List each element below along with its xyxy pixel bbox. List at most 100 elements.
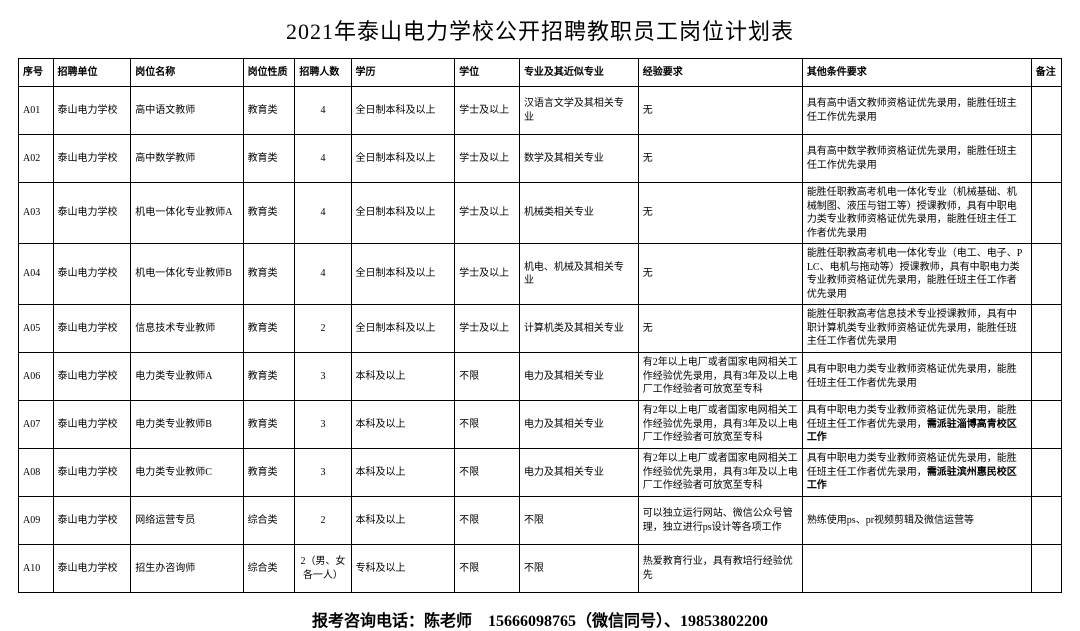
col-header: 学历 — [351, 59, 455, 87]
table-cell — [1031, 244, 1061, 305]
table-row: A04泰山电力学校机电一体化专业教师B教育类4全日制本科及以上学士及以上机电、机… — [19, 244, 1062, 305]
recruitment-table: 序号招聘单位岗位名称岗位性质招聘人数学历学位专业及其近似专业经验要求其他条件要求… — [18, 58, 1062, 593]
table-row: A02泰山电力学校高中数学教师教育类4全日制本科及以上学士及以上数学及其相关专业… — [19, 135, 1062, 183]
table-cell: 有2年以上电厂或者国家电网相关工作经验优先录用，具有3年及以上电厂工作经验者可放… — [638, 353, 802, 401]
table-cell: 教育类 — [243, 353, 295, 401]
table-cell — [1031, 497, 1061, 545]
table-cell: 无 — [638, 305, 802, 353]
table-cell: 泰山电力学校 — [53, 401, 131, 449]
table-cell: 学士及以上 — [455, 244, 520, 305]
table-row: A10泰山电力学校招生办咨询师综合类2（男、女各一人）专科及以上不限不限热爱教育… — [19, 545, 1062, 593]
table-cell — [1031, 449, 1061, 497]
table-cell: 泰山电力学校 — [53, 353, 131, 401]
table-cell: 招生办咨询师 — [131, 545, 243, 593]
col-header: 经验要求 — [638, 59, 802, 87]
table-cell: 不限 — [455, 401, 520, 449]
col-header: 招聘单位 — [53, 59, 131, 87]
table-cell: 信息技术专业教师 — [131, 305, 243, 353]
page-title: 2021年泰山电力学校公开招聘教职员工岗位计划表 — [18, 14, 1062, 46]
table-row: A06泰山电力学校电力类专业教师A教育类3本科及以上不限电力及其相关专业有2年以… — [19, 353, 1062, 401]
table-cell: 能胜任职教高考机电一体化专业（机械基础、机械制图、液压与钳工等）授课教师，具有中… — [802, 183, 1031, 244]
table-cell: 泰山电力学校 — [53, 244, 131, 305]
table-cell: 熟练使用ps、pr视频剪辑及微信运营等 — [802, 497, 1031, 545]
table-cell: 机电、机械及其相关专业 — [519, 244, 638, 305]
table-row: A07泰山电力学校电力类专业教师B教育类3本科及以上不限电力及其相关专业有2年以… — [19, 401, 1062, 449]
table-cell: 本科及以上 — [351, 353, 455, 401]
table-cell: 教育类 — [243, 305, 295, 353]
table-cell: 无 — [638, 244, 802, 305]
table-cell: 不限 — [455, 449, 520, 497]
table-row: A08泰山电力学校电力类专业教师C教育类3本科及以上不限电力及其相关专业有2年以… — [19, 449, 1062, 497]
table-cell: 专科及以上 — [351, 545, 455, 593]
table-cell: A07 — [19, 401, 54, 449]
table-cell: 泰山电力学校 — [53, 545, 131, 593]
table-cell — [1031, 401, 1061, 449]
table-cell: A10 — [19, 545, 54, 593]
table-cell: A03 — [19, 183, 54, 244]
table-cell: 学士及以上 — [455, 87, 520, 135]
contact-footer: 报考咨询电话：陈老师 15666098765（微信同号）、19853802200 — [18, 607, 1062, 631]
table-cell: 综合类 — [243, 497, 295, 545]
table-cell: 4 — [295, 87, 351, 135]
table-cell — [1031, 353, 1061, 401]
table-cell: 汉语言文学及其相关专业 — [519, 87, 638, 135]
table-cell: 教育类 — [243, 449, 295, 497]
table-cell: 教育类 — [243, 244, 295, 305]
table-cell: A06 — [19, 353, 54, 401]
table-cell: A04 — [19, 244, 54, 305]
table-cell — [1031, 183, 1061, 244]
table-cell: 机械类相关专业 — [519, 183, 638, 244]
table-cell: 2 — [295, 497, 351, 545]
table-cell: 4 — [295, 183, 351, 244]
table-cell: 3 — [295, 449, 351, 497]
table-cell: 具有高中语文教师资格证优先录用，能胜任班主任工作优先录用 — [802, 87, 1031, 135]
table-cell: 全日制本科及以上 — [351, 305, 455, 353]
table-cell: 无 — [638, 135, 802, 183]
table-cell: 本科及以上 — [351, 401, 455, 449]
table-cell: 电力及其相关专业 — [519, 401, 638, 449]
table-row: A05泰山电力学校信息技术专业教师教育类2全日制本科及以上学士及以上计算机类及其… — [19, 305, 1062, 353]
table-cell: 网络运营专员 — [131, 497, 243, 545]
table-cell: 泰山电力学校 — [53, 183, 131, 244]
table-cell: 4 — [295, 244, 351, 305]
table-cell: 2（男、女各一人） — [295, 545, 351, 593]
table-cell: 全日制本科及以上 — [351, 244, 455, 305]
table-cell: A01 — [19, 87, 54, 135]
table-cell: 计算机类及其相关专业 — [519, 305, 638, 353]
table-cell: 能胜任职教高考机电一体化专业（电工、电子、PLC、电机与拖动等）授课教师，具有中… — [802, 244, 1031, 305]
table-cell: 2 — [295, 305, 351, 353]
table-cell: 泰山电力学校 — [53, 87, 131, 135]
table-cell: 高中语文教师 — [131, 87, 243, 135]
table-cell: 电力类专业教师C — [131, 449, 243, 497]
table-cell: 不限 — [455, 353, 520, 401]
col-header: 学位 — [455, 59, 520, 87]
table-cell: 具有高中数学教师资格证优先录用，能胜任班主任工作优先录用 — [802, 135, 1031, 183]
table-cell: 全日制本科及以上 — [351, 87, 455, 135]
table-cell: 本科及以上 — [351, 497, 455, 545]
table-cell: 具有中职电力类专业教师资格证优先录用，能胜任班主任工作者优先录用 — [802, 353, 1031, 401]
table-cell: A09 — [19, 497, 54, 545]
table-cell: 电力及其相关专业 — [519, 353, 638, 401]
table-cell: 机电一体化专业教师B — [131, 244, 243, 305]
table-cell: 能胜任职教高考信息技术专业授课教师，具有中职计算机类专业教师资格证优先录用，能胜… — [802, 305, 1031, 353]
table-cell: 本科及以上 — [351, 449, 455, 497]
table-cell: 不限 — [455, 545, 520, 593]
table-cell: A08 — [19, 449, 54, 497]
table-cell: 电力及其相关专业 — [519, 449, 638, 497]
table-cell: 无 — [638, 183, 802, 244]
col-header: 专业及其近似专业 — [519, 59, 638, 87]
table-cell: 具有中职电力类专业教师资格证优先录用，能胜任班主任工作者优先录用，需派驻淄博高青… — [802, 401, 1031, 449]
table-cell: 可以独立运行网站、微信公众号管理，独立进行ps设计等各项工作 — [638, 497, 802, 545]
table-cell: 教育类 — [243, 401, 295, 449]
table-cell: 无 — [638, 87, 802, 135]
table-cell: 具有中职电力类专业教师资格证优先录用，能胜任班主任工作者优先录用，需派驻滨州惠民… — [802, 449, 1031, 497]
table-cell — [1031, 545, 1061, 593]
table-cell: 有2年以上电厂或者国家电网相关工作经验优先录用，具有3年及以上电厂工作经验者可放… — [638, 401, 802, 449]
table-cell: 学士及以上 — [455, 135, 520, 183]
table-cell: 3 — [295, 353, 351, 401]
table-cell: 泰山电力学校 — [53, 305, 131, 353]
table-cell: 3 — [295, 401, 351, 449]
table-row: A09泰山电力学校网络运营专员综合类2本科及以上不限不限可以独立运行网站、微信公… — [19, 497, 1062, 545]
table-cell: 4 — [295, 135, 351, 183]
table-cell: 综合类 — [243, 545, 295, 593]
